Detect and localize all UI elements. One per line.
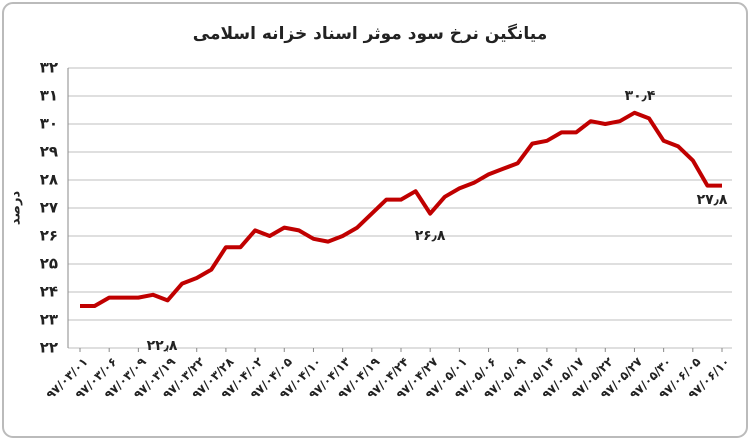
y-tick-label: ۲۷ <box>40 199 58 217</box>
y-tick-label: ۲۶ <box>40 227 58 245</box>
y-tick-label: ۲۲ <box>40 339 58 357</box>
y-tick-label: ۲۵ <box>40 255 58 273</box>
y-tick-label: ۲۹ <box>40 143 58 161</box>
y-tick-label: ۲۴ <box>40 283 58 301</box>
y-tick-label: ۳۲ <box>40 59 58 77</box>
y-axis-label: درصد <box>9 191 24 226</box>
annotation: ۳۰٫۴ <box>625 88 656 104</box>
chart-title: میانگین نرخ سود موثر اسناد خزانه اسلامی <box>193 23 547 44</box>
annotation: ۲۲٫۸ <box>147 338 178 354</box>
y-tick-label: ۳۱ <box>40 87 58 105</box>
y-tick-label: ۳۰ <box>40 115 58 133</box>
y-tick-label: ۲۳ <box>40 311 58 329</box>
annotation: ۲۶٫۸ <box>415 228 446 244</box>
y-tick-label: ۲۸ <box>40 171 58 189</box>
annotation: ۲۷٫۸ <box>697 192 728 208</box>
data-line <box>80 110 722 308</box>
